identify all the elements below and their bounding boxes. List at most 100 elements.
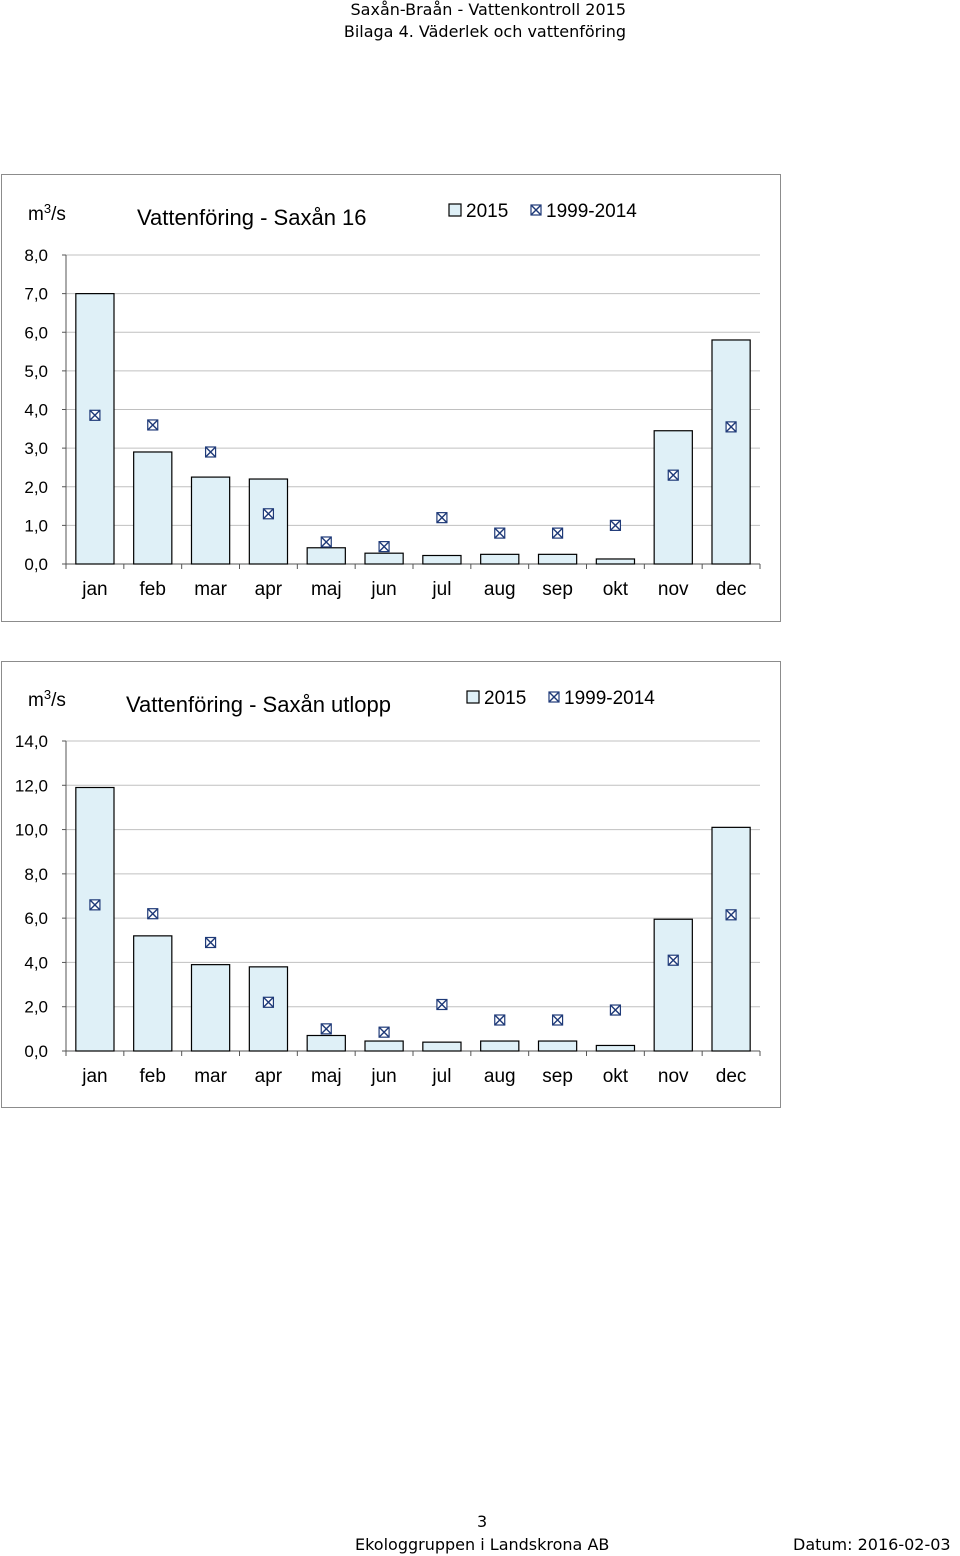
marker-1999-2014 bbox=[725, 421, 737, 433]
y-tick-label: 1,0 bbox=[24, 516, 48, 535]
page-number: 3 bbox=[477, 1512, 488, 1531]
y-tick-label: 4,0 bbox=[24, 953, 48, 972]
marker-1999-2014 bbox=[89, 409, 101, 421]
chart-saxan-utlopp-svg: 0,0 2,0 4,0 6,0 8,0 10,0 12,0 14,0 jan feb mar apr m… bbox=[15, 687, 761, 1087]
footer-date: Datum: 2016-02-03 bbox=[793, 1535, 951, 1554]
marker-1999-2014 bbox=[667, 469, 679, 481]
bar-2015 bbox=[306, 547, 346, 565]
chart-saxan-16-svg: 0,0 1,0 2,0 3,0 4,0 5,0 6,0 7,0 8,0 jan feb mar apr m… bbox=[24, 201, 761, 600]
marker-1999-2014 bbox=[551, 527, 564, 539]
bar-2015 bbox=[133, 451, 173, 565]
y-tick-label: 6,0 bbox=[24, 909, 48, 928]
y-tick-label: 10,0 bbox=[15, 821, 48, 840]
x-tick-label: jun bbox=[370, 579, 396, 600]
legend-marker-1999-2014 bbox=[548, 691, 560, 703]
x-tick-label: okt bbox=[603, 579, 629, 600]
marker-1999-2014 bbox=[320, 1023, 332, 1035]
marker-1999-2014 bbox=[262, 508, 275, 520]
x-tick-label: sep bbox=[542, 1066, 573, 1087]
legend-marker-1999-2014 bbox=[530, 204, 542, 216]
bar-2015 bbox=[190, 964, 231, 1052]
bar-2015 bbox=[306, 1034, 346, 1052]
marker-1999-2014 bbox=[494, 1014, 506, 1026]
marker-1999-2014 bbox=[551, 1014, 564, 1026]
report-subtitle: Bilaga 4. Väderlek och vattenföring bbox=[343, 22, 626, 41]
y-tick-label: 0,0 bbox=[24, 1042, 48, 1061]
bar-2015 bbox=[537, 1040, 578, 1052]
legend-label-2015: 2015 bbox=[484, 688, 526, 709]
marker-1999-2014 bbox=[667, 954, 679, 966]
marker-1999-2014 bbox=[609, 1004, 622, 1016]
marker-1999-2014 bbox=[262, 996, 275, 1008]
x-tick-label: feb bbox=[140, 579, 166, 600]
chart-title: Vattenföring - Saxån utlopp bbox=[126, 692, 391, 717]
bar-2015 bbox=[480, 553, 520, 565]
y-tick-label: 2,0 bbox=[24, 998, 48, 1017]
bar-2015 bbox=[190, 476, 231, 565]
x-tick-label: nov bbox=[658, 579, 689, 600]
x-tick-label: aug bbox=[484, 1066, 516, 1087]
y-axis-label-base: m bbox=[28, 690, 44, 711]
bar-2015 bbox=[248, 966, 289, 1052]
bar-2015 bbox=[711, 339, 751, 565]
marker-1999-2014 bbox=[378, 1026, 390, 1038]
y-axis-label: m3/s bbox=[28, 687, 66, 711]
bar-2015 bbox=[248, 478, 289, 565]
y-axis-label: m3/s bbox=[28, 201, 66, 225]
bar-2015 bbox=[711, 826, 751, 1052]
marker-1999-2014 bbox=[89, 899, 101, 911]
chart-saxan-16: 0,0 1,0 2,0 3,0 4,0 5,0 6,0 7,0 8,0 jan feb mar apr m… bbox=[1, 174, 781, 622]
legend-label-2015: 2015 bbox=[466, 201, 508, 222]
x-tick-label: dec bbox=[716, 579, 747, 600]
chart-title: Vattenföring - Saxån 16 bbox=[137, 205, 367, 230]
y-axis-label-base: m bbox=[28, 204, 44, 225]
y-tick-label: 5,0 bbox=[24, 362, 48, 381]
marker-1999-2014 bbox=[378, 541, 390, 553]
y-tick-label: 6,0 bbox=[24, 323, 48, 342]
x-tick-label: aug bbox=[484, 579, 516, 600]
bar-2015 bbox=[422, 1041, 462, 1052]
legend-label-1999-2014: 1999-2014 bbox=[546, 201, 637, 222]
y-axis-label-sup: 3 bbox=[44, 201, 51, 216]
y-tick-label: 2,0 bbox=[24, 478, 48, 497]
bar-2015 bbox=[364, 552, 404, 565]
y-tick-label: 14,0 bbox=[15, 732, 48, 751]
x-tick-label: sep bbox=[542, 579, 573, 600]
x-tick-label: okt bbox=[603, 1066, 629, 1087]
y-tick-label: 4,0 bbox=[24, 401, 48, 420]
bar-2015 bbox=[653, 430, 693, 565]
legend-label-1999-2014: 1999-2014 bbox=[564, 688, 655, 709]
marker-1999-2014 bbox=[320, 536, 332, 548]
x-tick-label: maj bbox=[311, 1066, 342, 1087]
bar-2015 bbox=[595, 558, 636, 565]
y-tick-label: 3,0 bbox=[24, 439, 48, 458]
bar-2015 bbox=[422, 554, 462, 565]
bar-2015 bbox=[595, 1044, 636, 1052]
x-tick-label: dec bbox=[716, 1066, 747, 1087]
x-tick-label: apr bbox=[255, 1066, 283, 1087]
x-tick-label: jan bbox=[81, 1066, 107, 1087]
bar-2015 bbox=[653, 918, 693, 1052]
legend-swatch-2015 bbox=[448, 203, 462, 217]
bar-2015 bbox=[75, 786, 115, 1052]
y-tick-label: 8,0 bbox=[24, 246, 48, 265]
marker-1999-2014 bbox=[436, 512, 448, 524]
bar-2015 bbox=[133, 935, 173, 1052]
x-tick-label: jul bbox=[431, 1066, 451, 1087]
legend-swatch-2015 bbox=[466, 690, 480, 704]
x-tick-label: apr bbox=[255, 579, 283, 600]
x-tick-label: mar bbox=[194, 1066, 227, 1087]
bar-2015 bbox=[480, 1040, 520, 1052]
x-tick-label: nov bbox=[658, 1066, 689, 1087]
marker-1999-2014 bbox=[725, 909, 737, 921]
footer-company: Ekologgruppen i Landskrona AB bbox=[355, 1535, 610, 1554]
y-axis-label-unit: /s bbox=[51, 204, 66, 225]
report-title: Saxån-Braån - Vattenkontroll 2015 bbox=[350, 0, 626, 19]
marker-1999-2014 bbox=[609, 519, 622, 531]
y-axis-label-sup: 3 bbox=[44, 687, 51, 702]
y-tick-label: 8,0 bbox=[24, 865, 48, 884]
marker-1999-2014 bbox=[147, 419, 159, 431]
x-tick-label: jun bbox=[370, 1066, 396, 1087]
marker-1999-2014 bbox=[204, 936, 217, 949]
bar-2015 bbox=[537, 553, 578, 565]
